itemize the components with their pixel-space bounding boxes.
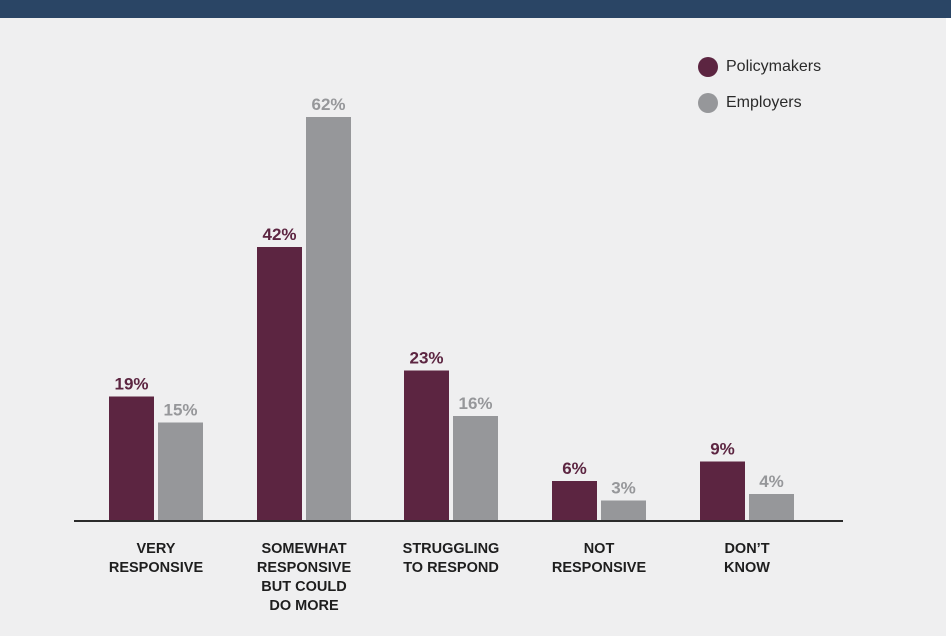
bottom-edge	[0, 636, 951, 643]
category-label-2: STRUGGLING TO RESPOND	[403, 541, 500, 576]
bar-value-label-employers-3: 3%	[611, 479, 636, 498]
bar-employers-1	[306, 117, 351, 520]
header-bar	[0, 0, 951, 18]
bar-value-label-policymakers-1: 42%	[262, 225, 296, 244]
bar-employers-4	[749, 494, 794, 520]
bar-value-label-policymakers-2: 23%	[409, 349, 443, 368]
category-label-4: DON’T KNOW	[724, 541, 770, 576]
bar-employers-3	[601, 500, 646, 520]
bar-employers-2	[453, 416, 498, 520]
legend-label-policymakers: Policymakers	[726, 58, 822, 75]
category-label-line: NOT	[584, 541, 615, 557]
bar-policymakers-1	[257, 247, 302, 520]
category-label-line: BUT COULD	[261, 579, 346, 595]
legend-swatch-policymakers	[698, 57, 718, 77]
legend-item-employers: Employers	[698, 92, 821, 114]
bar-value-label-employers-4: 4%	[759, 472, 784, 491]
legend-label-employers: Employers	[726, 94, 802, 111]
bar-value-label-employers-2: 16%	[458, 394, 492, 413]
category-label-line: KNOW	[724, 560, 770, 576]
category-label-line: SOMEWHAT	[261, 541, 346, 557]
legend: Policymakers Employers	[698, 56, 821, 128]
bar-policymakers-3	[552, 481, 597, 520]
bar-policymakers-0	[109, 396, 154, 520]
category-label-line: RESPONSIVE	[552, 560, 647, 576]
bar-value-label-policymakers-0: 19%	[114, 375, 148, 394]
category-label-0: VERY RESPONSIVE	[109, 541, 204, 576]
bar-employers-0	[158, 422, 203, 520]
category-label-line: DON’T	[724, 541, 769, 557]
bar-policymakers-2	[404, 370, 449, 520]
category-label-line: DO MORE	[269, 598, 339, 614]
bar-value-label-employers-0: 15%	[163, 401, 197, 420]
category-label-3: NOT RESPONSIVE	[552, 541, 647, 576]
legend-swatch-employers	[698, 93, 718, 113]
category-label-line: RESPONSIVE	[109, 560, 204, 576]
bar-policymakers-4	[700, 461, 745, 520]
category-label-line: RESPONSIVE	[257, 560, 352, 576]
bar-value-label-policymakers-3: 6%	[562, 459, 587, 478]
category-label-1: SOMEWHAT RESPONSIVE BUT COULD DO MORE	[257, 541, 352, 614]
category-label-line: TO RESPOND	[403, 560, 499, 576]
bar-value-label-policymakers-4: 9%	[710, 440, 735, 459]
category-label-line: VERY	[137, 541, 176, 557]
chart-panel	[0, 18, 946, 636]
legend-item-policymakers: Policymakers	[698, 56, 821, 78]
bar-value-label-employers-1: 62%	[311, 95, 345, 114]
category-label-line: STRUGGLING	[403, 541, 500, 557]
